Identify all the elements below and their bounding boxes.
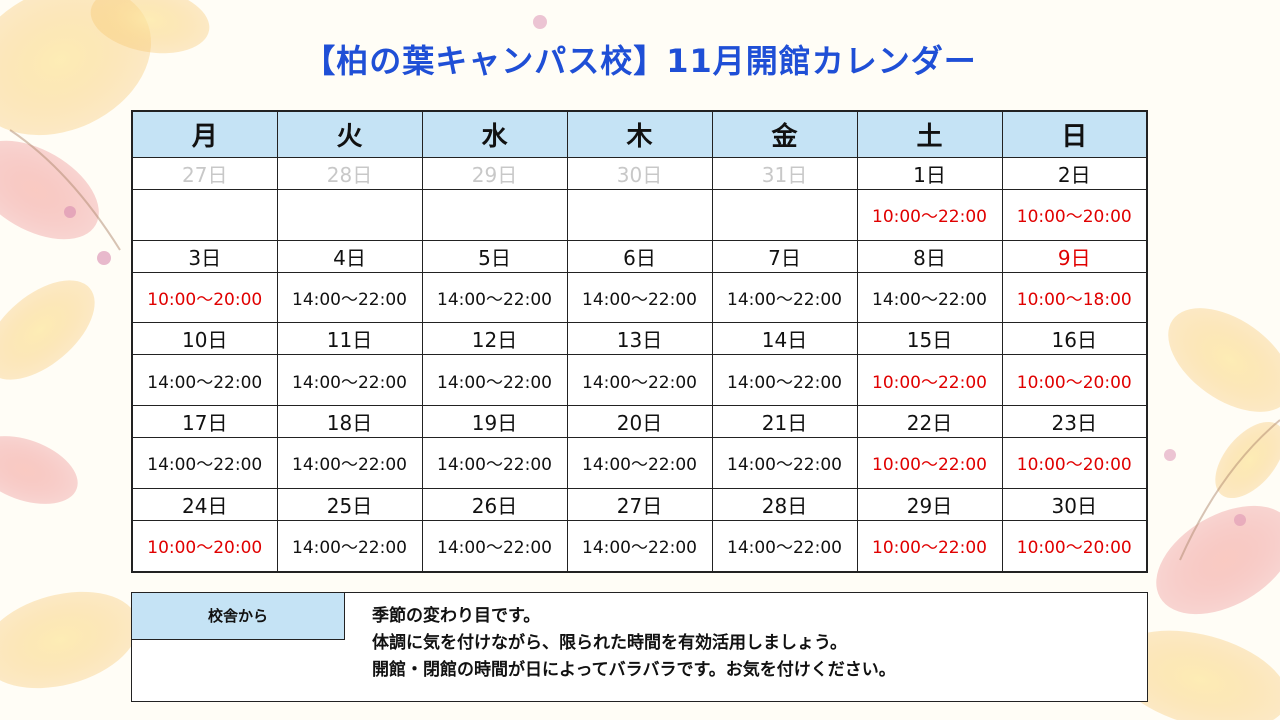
- date-cell: 16日: [1001, 322, 1148, 356]
- date-cell: 11日: [276, 322, 423, 356]
- hours-cell: 10:00～22:00: [856, 437, 1003, 489]
- page-title: 【柏の葉キャンパス校】11月開館カレンダー: [303, 42, 977, 80]
- calendar-table: 月 火 水 木 金 土 日 27日 28日 29日 30日 31日 1日 2日 …: [131, 110, 1148, 573]
- date-row: 3日 4日 5日 6日 7日 8日 9日: [131, 239, 1148, 273]
- hours-cell: 14:00～22:00: [421, 354, 568, 407]
- date-cell: 30日: [1001, 487, 1148, 521]
- hours-cell: 14:00～22:00: [711, 437, 858, 489]
- date-cell: 30日: [566, 157, 713, 190]
- hours-cell: 14:00～22:00: [421, 271, 568, 324]
- hours-cell: 14:00～22:00: [711, 271, 858, 324]
- message-line: 季節の変わり目です。: [372, 606, 541, 626]
- hours-row: 10:00～20:00 14:00～22:00 14:00～22:00 14:0…: [131, 271, 1148, 324]
- date-cell: 5日: [421, 239, 568, 273]
- date-cell: 27日: [566, 487, 713, 521]
- date-cell: 27日: [131, 157, 278, 190]
- hours-cell: 14:00～22:00: [276, 271, 423, 324]
- hours-cell: 14:00～22:00: [421, 519, 568, 573]
- hours-row: 14:00～22:00 14:00～22:00 14:00～22:00 14:0…: [131, 437, 1148, 489]
- hours-cell: 10:00～20:00: [1001, 519, 1148, 573]
- date-cell: 19日: [421, 405, 568, 439]
- date-cell: 20日: [566, 405, 713, 439]
- date-cell: 24日: [131, 487, 278, 521]
- date-cell: 6日: [566, 239, 713, 273]
- date-cell: 14日: [711, 322, 858, 356]
- date-cell: 23日: [1001, 405, 1148, 439]
- date-cell: 4日: [276, 239, 423, 273]
- message-box-label: 校舎から: [132, 593, 345, 640]
- weekday-mon: 月: [131, 110, 278, 158]
- message-box: 校舎から 季節の変わり目です。 体調に気を付けながら、限られた時間を有効活用しま…: [131, 592, 1148, 702]
- weekday-sun: 日: [1001, 110, 1148, 158]
- weekday-sat: 土: [856, 110, 1003, 158]
- date-cell: 1日: [856, 157, 1003, 190]
- hours-cell: [421, 189, 568, 241]
- date-cell: 26日: [421, 487, 568, 521]
- hours-cell: 14:00～22:00: [566, 519, 713, 573]
- hours-cell: 14:00～22:00: [566, 354, 713, 407]
- date-row: 10日 11日 12日 13日 14日 15日 16日: [131, 322, 1148, 356]
- date-cell: 10日: [131, 322, 278, 356]
- date-cell: 8日: [856, 239, 1003, 273]
- hours-cell: 10:00～18:00: [1001, 271, 1148, 324]
- message-line: 開館・閉館の時間が日によってバラバラです。お気を付けください。: [372, 660, 896, 680]
- date-cell: 9日: [1001, 239, 1148, 273]
- weekday-tue: 火: [276, 110, 423, 158]
- hours-cell: 14:00～22:00: [276, 437, 423, 489]
- date-cell: 3日: [131, 239, 278, 273]
- date-cell: 2日: [1001, 157, 1148, 190]
- hours-cell: 10:00～20:00: [1001, 354, 1148, 407]
- hours-cell: [711, 189, 858, 241]
- hours-row: 14:00～22:00 14:00～22:00 14:00～22:00 14:0…: [131, 354, 1148, 407]
- hours-cell: 14:00～22:00: [276, 354, 423, 407]
- date-row: 17日 18日 19日 20日 21日 22日 23日: [131, 405, 1148, 439]
- date-row: 24日 25日 26日 27日 28日 29日 30日: [131, 487, 1148, 521]
- hours-cell: [276, 189, 423, 241]
- hours-cell: 10:00～20:00: [131, 271, 278, 324]
- date-cell: 17日: [131, 405, 278, 439]
- date-cell: 28日: [711, 487, 858, 521]
- hours-cell: 14:00～22:00: [711, 354, 858, 407]
- date-row: 27日 28日 29日 30日 31日 1日 2日: [131, 157, 1148, 190]
- hours-cell: 14:00～22:00: [566, 271, 713, 324]
- hours-row: 10:00～22:00 10:00～20:00: [131, 189, 1148, 241]
- date-cell: 28日: [276, 157, 423, 190]
- message-line: 体調に気を付けながら、限られた時間を有効活用しましょう。: [372, 633, 847, 653]
- hours-row: 10:00～20:00 14:00～22:00 14:00～22:00 14:0…: [131, 519, 1148, 573]
- hours-cell: 10:00～20:00: [1001, 437, 1148, 489]
- date-cell: 31日: [711, 157, 858, 190]
- hours-cell: 14:00～22:00: [131, 354, 278, 407]
- date-cell: 25日: [276, 487, 423, 521]
- hours-cell: 14:00～22:00: [711, 519, 858, 573]
- hours-cell: 10:00～20:00: [1001, 189, 1148, 241]
- message-text: 季節の変わり目です。 体調に気を付けながら、限られた時間を有効活用しましょう。 …: [372, 603, 896, 684]
- weekday-wed: 水: [421, 110, 568, 158]
- weekday-thu: 木: [566, 110, 713, 158]
- hours-cell: 14:00～22:00: [421, 437, 568, 489]
- date-cell: 22日: [856, 405, 1003, 439]
- hours-cell: 10:00～22:00: [856, 519, 1003, 573]
- date-cell: 18日: [276, 405, 423, 439]
- hours-cell: 14:00～22:00: [856, 271, 1003, 324]
- hours-cell: 14:00～22:00: [566, 437, 713, 489]
- hours-cell: 10:00～20:00: [131, 519, 278, 573]
- date-cell: 15日: [856, 322, 1003, 356]
- hours-cell: [131, 189, 278, 241]
- hours-cell: 10:00～22:00: [856, 354, 1003, 407]
- weekday-fri: 金: [711, 110, 858, 158]
- hours-cell: [566, 189, 713, 241]
- hours-cell: 14:00～22:00: [276, 519, 423, 573]
- date-cell: 29日: [421, 157, 568, 190]
- date-cell: 12日: [421, 322, 568, 356]
- date-cell: 13日: [566, 322, 713, 356]
- date-cell: 29日: [856, 487, 1003, 521]
- hours-cell: 10:00～22:00: [856, 189, 1003, 241]
- weekday-header-row: 月 火 水 木 金 土 日: [131, 110, 1148, 158]
- date-cell: 21日: [711, 405, 858, 439]
- date-cell: 7日: [711, 239, 858, 273]
- hours-cell: 14:00～22:00: [131, 437, 278, 489]
